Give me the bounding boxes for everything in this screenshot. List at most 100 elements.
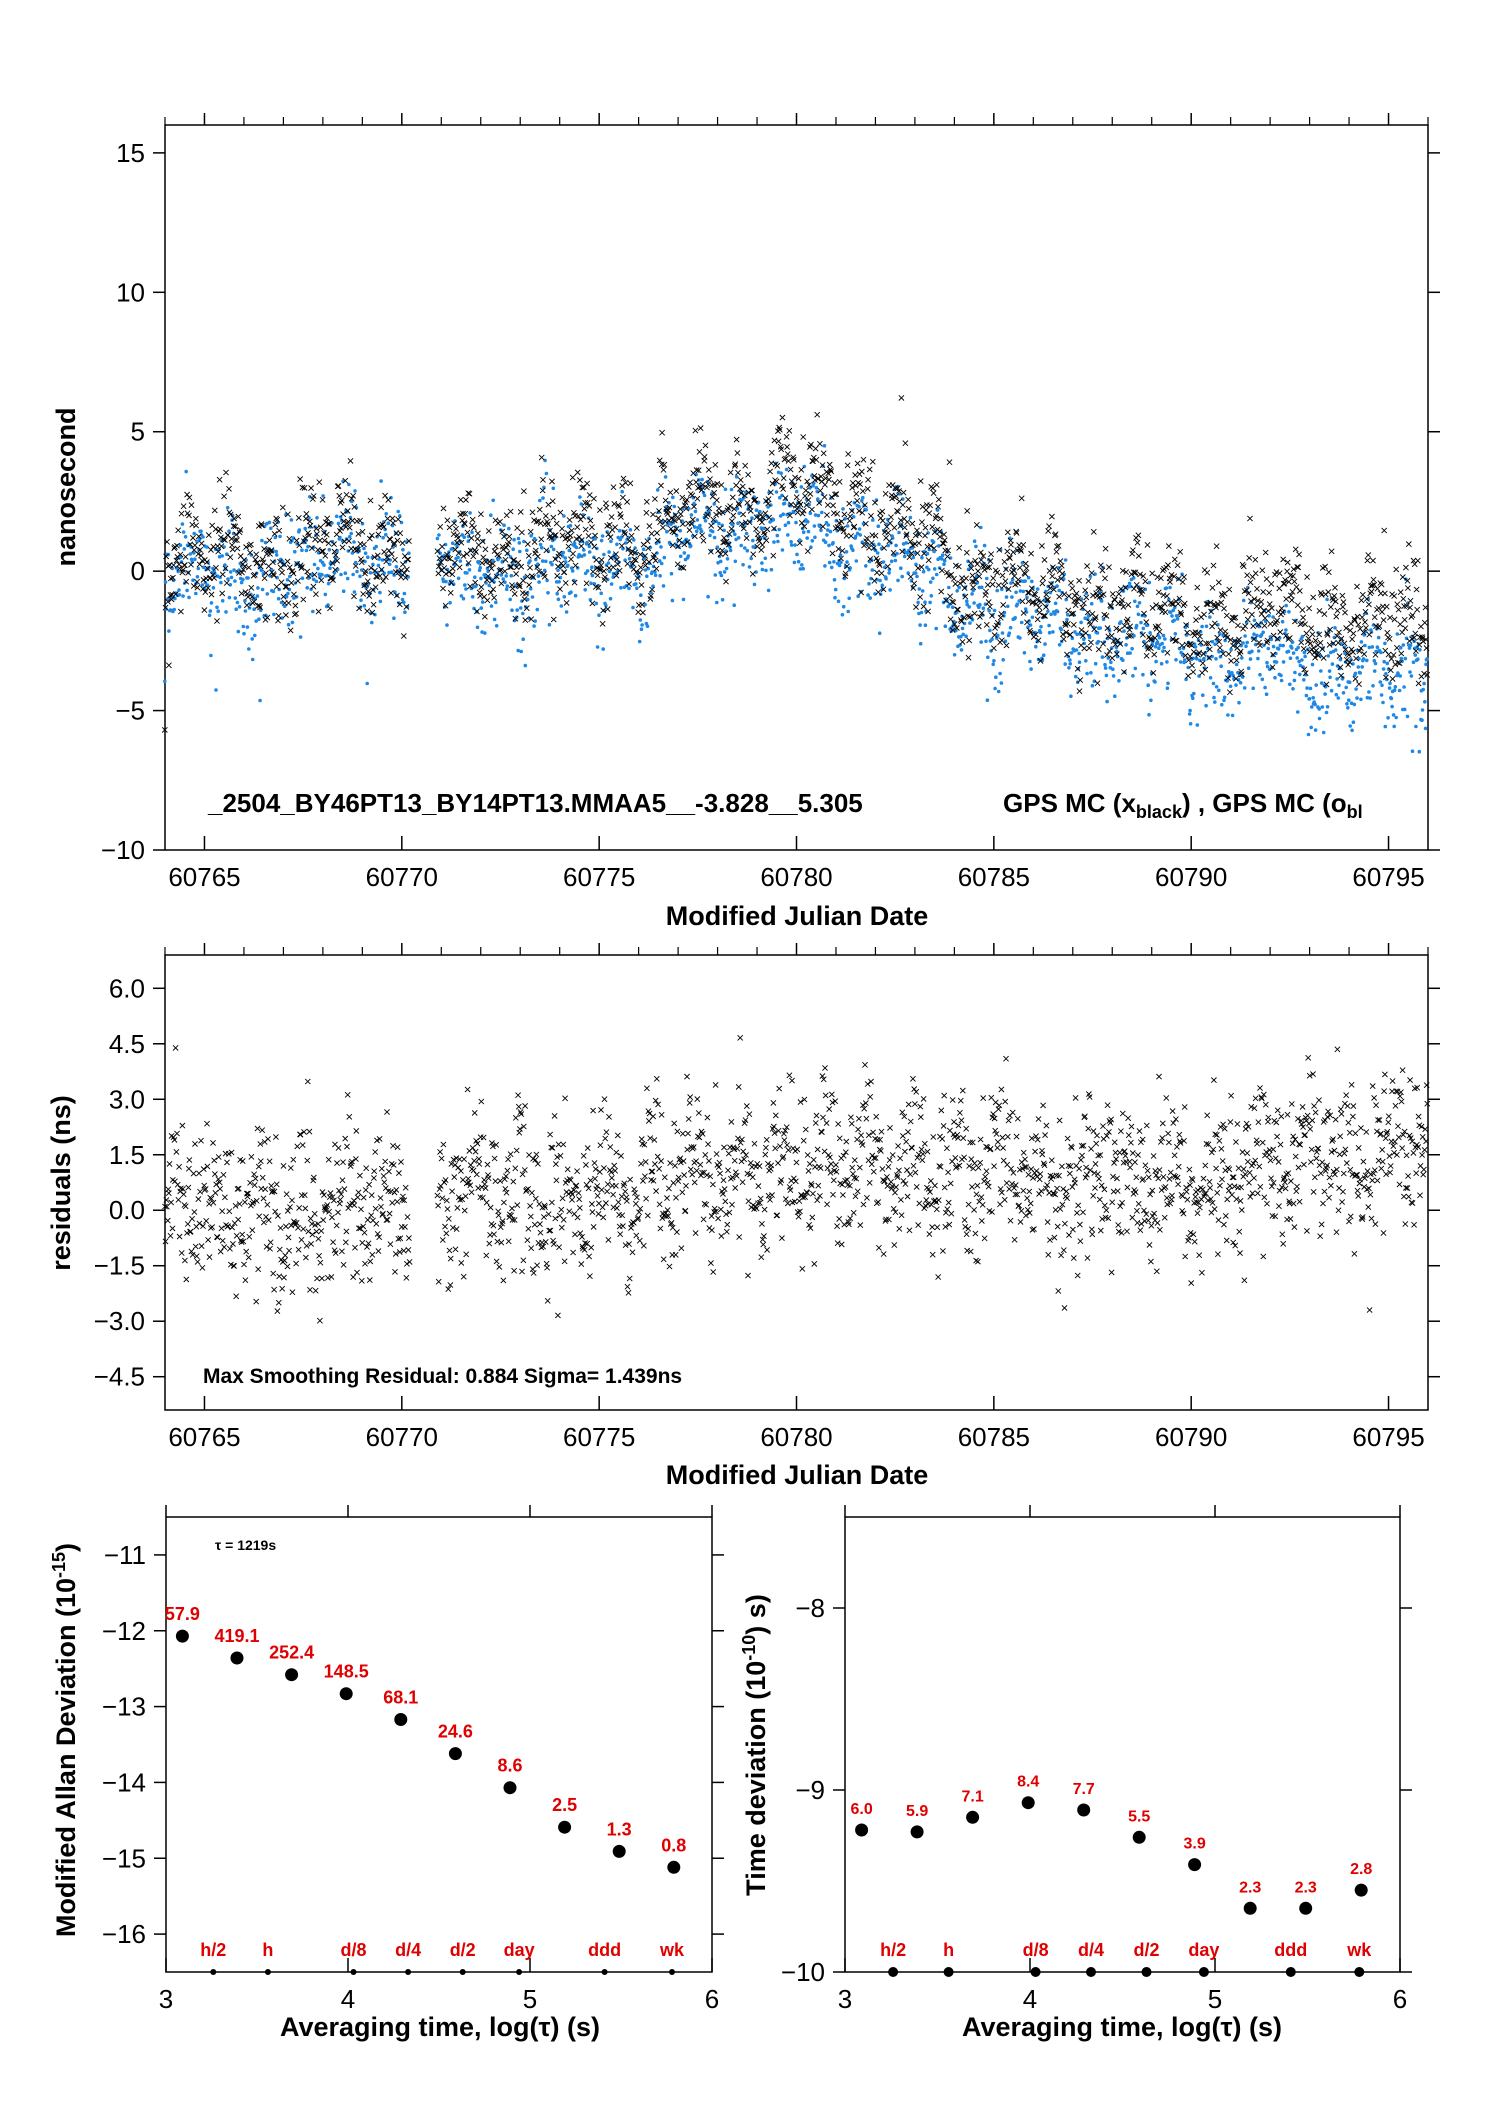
black-point: [1294, 602, 1301, 609]
residual-point: [839, 1181, 846, 1188]
residual-point: [560, 1141, 567, 1148]
blue-point: [1217, 650, 1221, 654]
residual-point: [664, 1195, 670, 1202]
residual-point: [346, 1113, 353, 1120]
residual-point: [376, 1135, 383, 1142]
black-point: [814, 411, 821, 418]
blue-point: [290, 620, 295, 625]
blue-point: [918, 623, 922, 627]
residual-point: [941, 1092, 948, 1099]
black-point: [1181, 574, 1188, 580]
blue-point: [1100, 655, 1105, 659]
black-point: [201, 607, 208, 614]
residual-point: [533, 1151, 540, 1158]
black-point: [1397, 589, 1404, 596]
black-point: [302, 515, 309, 522]
residual-point: [784, 1142, 791, 1148]
blue-point: [911, 555, 916, 560]
blue-point: [227, 595, 232, 600]
black-point: [1190, 669, 1197, 675]
residual-point: [789, 1077, 795, 1084]
residual-point: [608, 1174, 615, 1181]
blue-point: [339, 572, 343, 577]
blue-point: [1023, 607, 1028, 611]
residual-point: [873, 1113, 880, 1120]
black-point: [658, 482, 664, 489]
residual-point: [519, 1268, 525, 1275]
black-point: [668, 515, 675, 522]
black-point: [355, 530, 362, 537]
residual-point: [813, 1112, 820, 1119]
black-point: [1115, 590, 1122, 597]
blue-point: [371, 562, 375, 567]
blue-point: [564, 610, 569, 614]
blue-point: [246, 576, 250, 580]
residual-point: [435, 1278, 442, 1285]
black-point: [1300, 614, 1307, 621]
blue-point: [1075, 632, 1079, 637]
black-point: [1009, 563, 1016, 569]
residual-point: [275, 1299, 282, 1306]
residual-point: [758, 1220, 765, 1227]
blue-point: [1407, 646, 1412, 650]
residual-point: [192, 1243, 199, 1250]
black-series-points: [161, 394, 1431, 733]
blue-point: [639, 627, 644, 631]
black-point: [241, 556, 247, 563]
blue-point: [233, 596, 238, 600]
black-point: [393, 592, 400, 599]
blue-point: [902, 554, 907, 559]
black-point: [350, 492, 357, 499]
residual-point: [948, 1210, 955, 1217]
blue-point: [1014, 590, 1018, 595]
residual-point: [528, 1245, 535, 1252]
legend-annotation: GPS MC (xblack) , GPS MC (obl: [1003, 788, 1363, 822]
blue-point: [1030, 615, 1035, 620]
residual-point: [602, 1135, 609, 1142]
residual-point: [947, 1180, 954, 1187]
blue-point: [1130, 646, 1134, 651]
black-point: [888, 514, 894, 521]
blue-point: [1087, 635, 1092, 640]
blue-point: [1182, 658, 1187, 662]
blue-point: [316, 566, 320, 571]
blue-point: [583, 571, 588, 576]
residual-point: [613, 1205, 620, 1212]
black-point: [1086, 645, 1093, 652]
blue-point: [878, 578, 882, 583]
blue-point: [794, 520, 798, 525]
blue-point: [1089, 671, 1093, 675]
residual-point: [653, 1075, 660, 1082]
blue-point: [1350, 728, 1354, 733]
black-point: [1049, 573, 1056, 580]
residual-point: [264, 1201, 271, 1208]
residual-point: [897, 1196, 904, 1203]
black-point: [567, 532, 574, 539]
black-point: [1046, 523, 1053, 530]
residual-point: [309, 1231, 316, 1238]
black-point: [399, 540, 406, 547]
residual-point: [570, 1249, 577, 1256]
black-point: [1345, 652, 1352, 658]
blue-point: [1325, 705, 1330, 709]
blue-point: [349, 499, 354, 504]
black-point: [904, 519, 911, 525]
black-point: [243, 602, 250, 609]
blue-point: [942, 562, 946, 566]
residual-point: [809, 1190, 816, 1197]
black-point: [234, 545, 241, 552]
black-point: [891, 524, 898, 531]
black-point: [193, 522, 200, 529]
blue-point: [597, 613, 601, 617]
residual-point: [980, 1095, 987, 1102]
blue-point: [236, 629, 241, 634]
black-point: [1277, 629, 1284, 636]
residual-point: [863, 1194, 870, 1201]
black-point: [332, 552, 339, 559]
black-point: [1259, 567, 1266, 574]
blue-point: [942, 558, 947, 563]
black-point: [275, 617, 281, 624]
black-point: [1300, 645, 1307, 652]
residual-point: [544, 1297, 551, 1304]
blue-point: [853, 534, 858, 539]
